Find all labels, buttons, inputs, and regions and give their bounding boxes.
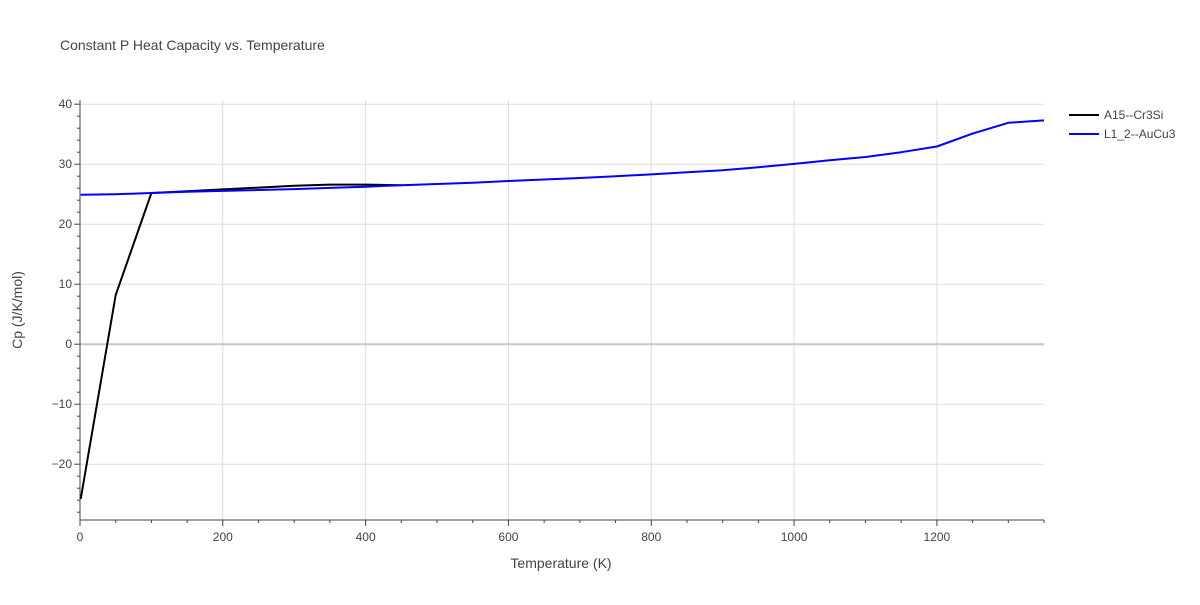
- grid-layer: [80, 100, 1044, 520]
- y-tick-label: 30: [59, 157, 73, 171]
- x-tick-label: 600: [498, 530, 518, 544]
- series-line-1: [80, 119, 1045, 196]
- y-tick-label: −20: [52, 457, 73, 471]
- legend-label: L1_2--AuCu3: [1104, 127, 1176, 141]
- axes-layer: [74, 100, 1045, 526]
- y-tick-label: 40: [59, 97, 73, 111]
- x-tick-label: 1200: [924, 530, 951, 544]
- y-tick-label: 0: [65, 337, 72, 351]
- x-axis-title: Temperature (K): [510, 555, 611, 571]
- y-tick-label: 20: [59, 217, 73, 231]
- x-tick-label: 200: [213, 530, 233, 544]
- tick-labels: 0 200 400 600 800 1000 1200 −20 −10 0 10 20 30 40: [52, 97, 951, 544]
- chart-title: Constant P Heat Capacity vs. Temperature: [60, 37, 325, 53]
- y-tick-label: 10: [59, 277, 73, 291]
- legend-label: A15--Cr3Si: [1104, 108, 1163, 122]
- legend: A15--Cr3Si L1_2--AuCu3: [1069, 108, 1176, 141]
- x-tick-label: 800: [641, 530, 661, 544]
- x-tick-label: 400: [356, 530, 376, 544]
- x-tick-label: 0: [77, 530, 84, 544]
- y-tick-label: −10: [52, 397, 73, 411]
- y-axis-title: Cp (J/K/mol): [9, 271, 25, 349]
- series-layer: [79, 119, 1045, 500]
- series-line-0: [79, 183, 402, 500]
- x-tick-label: 1000: [781, 530, 808, 544]
